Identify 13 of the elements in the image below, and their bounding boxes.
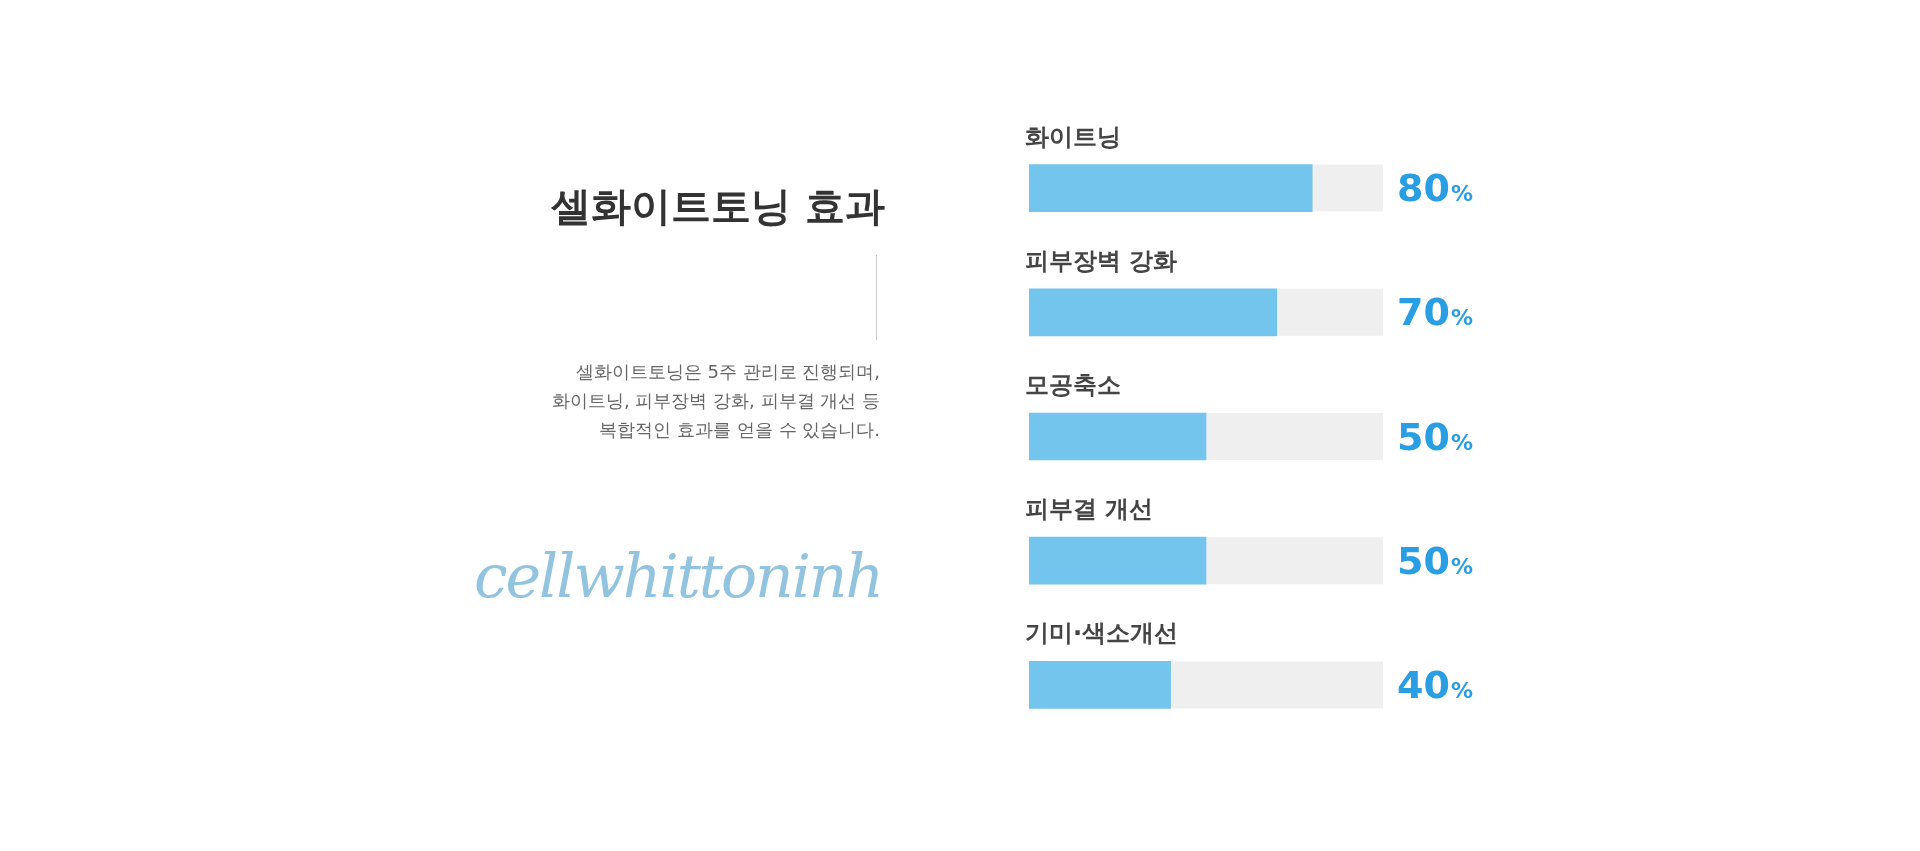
y-tick-label: 기미·색소개선	[1025, 619, 1179, 648]
data-label: 80%	[1397, 166, 1473, 211]
text: 셀화이트토닝 효과	[551, 183, 885, 229]
data-label: 40%	[1397, 662, 1473, 707]
y-tick-label: 화이트닝	[1025, 122, 1121, 151]
data-label: 50%	[1397, 538, 1473, 583]
data-label: 50%	[1397, 414, 1473, 459]
data-label: 70%	[1397, 290, 1473, 335]
text: 셀화이트토닝은 5주 관리로 진행되며, 화이트닝, 피부장벽 강화, 피부결 개선 등 복합적인 효과를 얻을 수 있습니다.	[551, 360, 880, 442]
y-tick-label: 모공축소	[1025, 371, 1121, 399]
y-tick-label: 피부장벽 강화	[1025, 246, 1178, 275]
text: cellwhittoninh	[474, 540, 883, 612]
y-tick-label: 피부결 개선	[1025, 495, 1154, 524]
